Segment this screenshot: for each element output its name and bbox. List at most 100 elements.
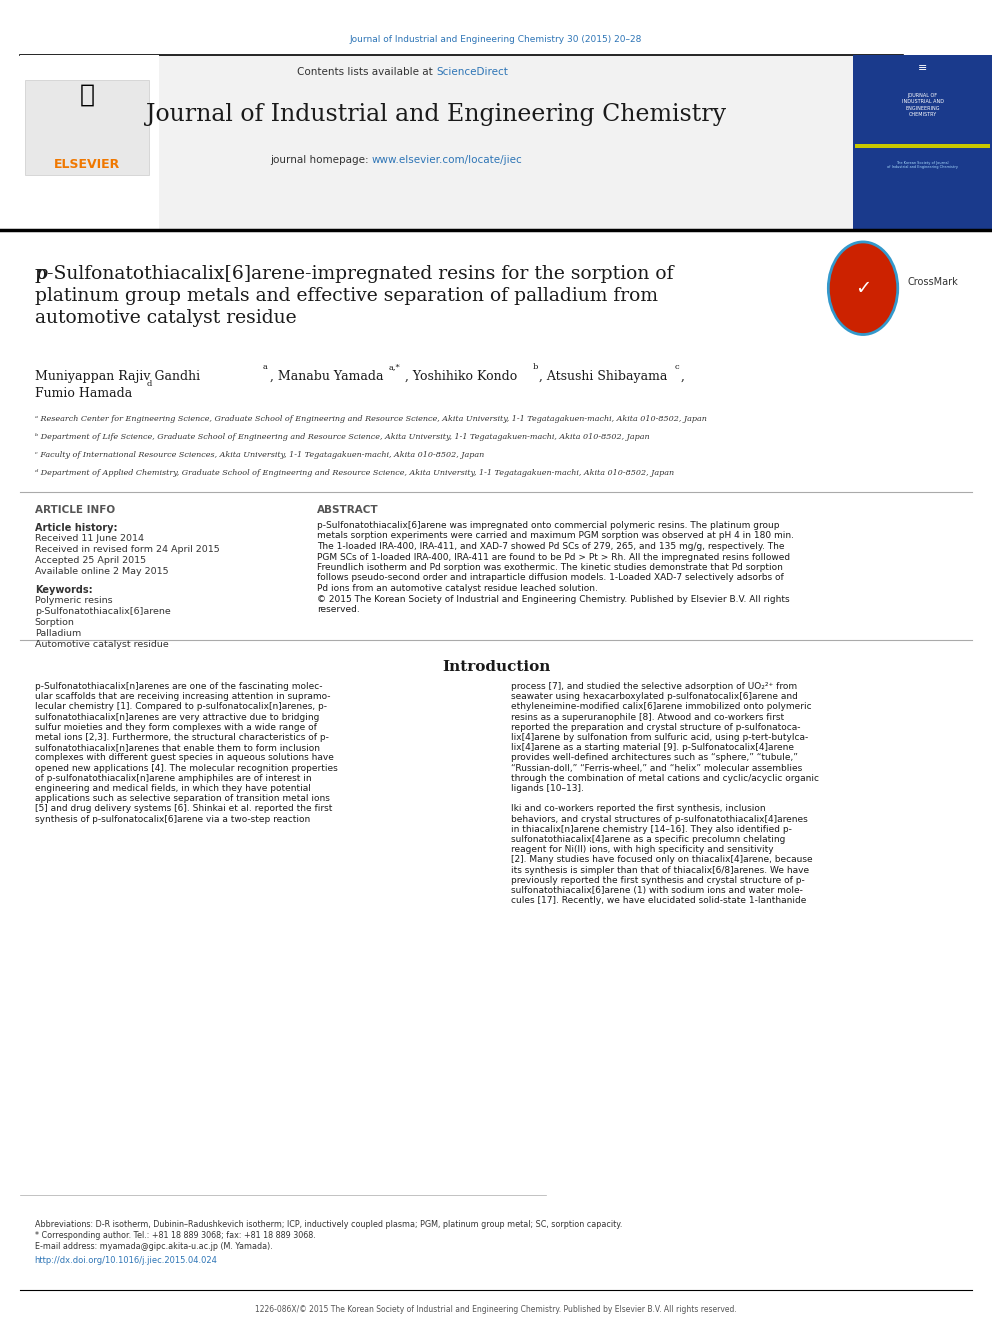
Text: [5] and drug delivery systems [6]. Shinkai et al. reported the first: [5] and drug delivery systems [6]. Shink… [35, 804, 332, 814]
Text: engineering and medical fields, in which they have potential: engineering and medical fields, in which… [35, 785, 310, 792]
Text: Polymeric resins: Polymeric resins [35, 595, 112, 605]
Text: Contents lists available at: Contents lists available at [298, 67, 436, 77]
Text: * Corresponding author. Tel.: +81 18 889 3068; fax: +81 18 889 3068.: * Corresponding author. Tel.: +81 18 889… [35, 1230, 315, 1240]
Text: complexes with different guest species in aqueous solutions have: complexes with different guest species i… [35, 753, 333, 762]
Text: seawater using hexacarboxylated p-sulfonatocalix[6]arene and: seawater using hexacarboxylated p-sulfon… [511, 692, 798, 701]
Text: metals sorption experiments were carried and maximum PGM sorption was observed a: metals sorption experiments were carried… [317, 532, 795, 541]
Text: resins as a superuranophile [8]. Atwood and co-workers first: resins as a superuranophile [8]. Atwood … [511, 713, 784, 721]
Text: Accepted 25 April 2015: Accepted 25 April 2015 [35, 556, 146, 565]
Text: behaviors, and crystal structures of p-sulfonatothiacalix[4]arenes: behaviors, and crystal structures of p-s… [511, 815, 807, 824]
Text: follows pseudo-second order and intraparticle diffusion models. 1-Loaded XAD-7 s: follows pseudo-second order and intrapar… [317, 573, 785, 582]
Text: ethyleneimine-modified calix[6]arene immobilized onto polymeric: ethyleneimine-modified calix[6]arene imm… [511, 703, 811, 712]
Text: journal homepage:: journal homepage: [270, 155, 372, 165]
Bar [20, 56, 159, 230]
Text: metal ions [2,3]. Furthermore, the structural characteristics of p-: metal ions [2,3]. Furthermore, the struc… [35, 733, 328, 742]
Text: Abbreviations: D-R isotherm, Dubinin–Radushkevich isotherm; ICP, inductively cou: Abbreviations: D-R isotherm, Dubinin–Rad… [35, 1220, 622, 1229]
Text: automotive catalyst residue: automotive catalyst residue [35, 310, 297, 327]
Text: ,: , [681, 370, 684, 382]
Text: 🌳: 🌳 [79, 83, 95, 107]
Text: ≡: ≡ [918, 64, 928, 73]
Text: sulfonatothiacalix[n]arenes are very attractive due to bridging: sulfonatothiacalix[n]arenes are very att… [35, 713, 319, 721]
Text: 1226-086X/© 2015 The Korean Society of Industrial and Engineering Chemistry. Pub: 1226-086X/© 2015 The Korean Society of I… [255, 1304, 737, 1314]
Text: sulfonatothiacalix[4]arene as a specific precolumn chelating: sulfonatothiacalix[4]arene as a specific… [511, 835, 786, 844]
Text: Article history:: Article history: [35, 523, 117, 533]
Text: lix[4]arene as a starting material [9]. p-Sulfonatocalix[4]arene: lix[4]arene as a starting material [9]. … [511, 744, 794, 753]
Text: ligands [10–13].: ligands [10–13]. [511, 785, 583, 792]
Text: [2]. Many studies have focused only on thiacalix[4]arene, because: [2]. Many studies have focused only on t… [511, 856, 812, 864]
Text: ✓: ✓ [855, 279, 871, 298]
Text: © 2015 The Korean Society of Industrial and Engineering Chemistry. Published by : © 2015 The Korean Society of Industrial … [317, 594, 790, 603]
Text: process [7], and studied the selective adsorption of UO₂²⁺ from: process [7], and studied the selective a… [511, 681, 797, 691]
Text: , Manabu Yamada: , Manabu Yamada [270, 370, 383, 382]
Text: cules [17]. Recently, we have elucidated solid-state 1-lanthanide: cules [17]. Recently, we have elucidated… [511, 896, 806, 905]
Text: “Russian-doll,” “Ferris-wheel,” and “helix” molecular assemblies: “Russian-doll,” “Ferris-wheel,” and “hel… [511, 763, 803, 773]
Text: its synthesis is simpler than that of thiacalix[6/8]arenes. We have: its synthesis is simpler than that of th… [511, 865, 809, 875]
Text: PGM SCs of 1-loaded IRA-400, IRA-411 are found to be Pd > Pt > Rh. All the impre: PGM SCs of 1-loaded IRA-400, IRA-411 are… [317, 553, 791, 561]
FancyBboxPatch shape [20, 56, 903, 230]
Text: reagent for Ni(II) ions, with high specificity and sensitivity: reagent for Ni(II) ions, with high speci… [511, 845, 774, 855]
Text: opened new applications [4]. The molecular recognition properties: opened new applications [4]. The molecul… [35, 763, 337, 773]
Text: reported the preparation and crystal structure of p-sulfonatoca-: reported the preparation and crystal str… [511, 722, 801, 732]
Text: c: c [675, 364, 680, 372]
Text: Palladium: Palladium [35, 628, 81, 638]
Text: sulfonatothiacalix[n]arenes that enable them to form inclusion: sulfonatothiacalix[n]arenes that enable … [35, 744, 319, 753]
Text: ScienceDirect: ScienceDirect [436, 67, 508, 77]
Text: Keywords:: Keywords: [35, 585, 92, 595]
Text: lecular chemistry [1]. Compared to p-sulfonatocalix[n]arenes, p-: lecular chemistry [1]. Compared to p-sul… [35, 703, 326, 712]
Text: www.elsevier.com/locate/jiec: www.elsevier.com/locate/jiec [372, 155, 523, 165]
Text: provides well-defined architectures such as “sphere,” “tubule,”: provides well-defined architectures such… [511, 753, 798, 762]
Text: , Yoshihiko Kondo: , Yoshihiko Kondo [405, 370, 517, 382]
Bar [25, 79, 149, 175]
Text: ELSEVIER: ELSEVIER [55, 159, 120, 172]
Text: , Atsushi Shibayama: , Atsushi Shibayama [539, 370, 667, 382]
Text: ABSTRACT: ABSTRACT [317, 505, 379, 515]
Text: p: p [35, 265, 47, 283]
Text: JOURNAL OF
INDUSTRIAL AND
ENGINEERING
CHEMISTRY: JOURNAL OF INDUSTRIAL AND ENGINEERING CH… [902, 93, 943, 118]
Circle shape [828, 242, 898, 335]
Text: Available online 2 May 2015: Available online 2 May 2015 [35, 568, 169, 576]
Text: ARTICLE INFO: ARTICLE INFO [35, 505, 115, 515]
Text: ᵇ Department of Life Science, Graduate School of Engineering and Resource Scienc: ᵇ Department of Life Science, Graduate S… [35, 433, 650, 441]
Text: sulfonatothiacalix[6]arene (1) with sodium ions and water mole-: sulfonatothiacalix[6]arene (1) with sodi… [511, 886, 803, 894]
Text: sulfur moieties and they form complexes with a wide range of: sulfur moieties and they form complexes … [35, 722, 316, 732]
Text: p-Sulfonatothiacalix[6]arene was impregnated onto commercial polymeric resins. T: p-Sulfonatothiacalix[6]arene was impregn… [317, 521, 780, 531]
Bar [853, 56, 992, 230]
Text: Muniyappan Rajiv Gandhi: Muniyappan Rajiv Gandhi [35, 370, 199, 382]
Text: Fumio Hamada: Fumio Hamada [35, 388, 132, 400]
Text: CrossMark: CrossMark [908, 277, 958, 287]
Text: p-Sulfonatothiacalix[6]arene-impregnated resins for the sorption of: p-Sulfonatothiacalix[6]arene-impregnated… [35, 265, 674, 283]
Text: Journal of Industrial and Engineering Chemistry 30 (2015) 20–28: Journal of Industrial and Engineering Ch… [350, 34, 642, 44]
Text: E-mail address: myamada@gipc.akita-u.ac.jp (M. Yamada).: E-mail address: myamada@gipc.akita-u.ac.… [35, 1242, 273, 1252]
Text: Received 11 June 2014: Received 11 June 2014 [35, 534, 144, 542]
Text: Introduction: Introduction [441, 660, 551, 673]
Text: previously reported the first synthesis and crystal structure of p-: previously reported the first synthesis … [511, 876, 805, 885]
Text: Received in revised form 24 April 2015: Received in revised form 24 April 2015 [35, 545, 219, 554]
Text: Journal of Industrial and Engineering Chemistry: Journal of Industrial and Engineering Ch… [147, 103, 726, 127]
Text: lix[4]arene by sulfonation from sulfuric acid, using p-tert-butylca-: lix[4]arene by sulfonation from sulfuric… [511, 733, 808, 742]
Text: through the combination of metal cations and cyclic/acyclic organic: through the combination of metal cations… [511, 774, 818, 783]
Text: Sorption: Sorption [35, 618, 74, 627]
Text: d: d [147, 381, 152, 389]
Text: synthesis of p-sulfonatocalix[6]arene via a two-step reaction: synthesis of p-sulfonatocalix[6]arene vi… [35, 815, 310, 824]
Text: ᶜ Faculty of International Resource Sciences, Akita University, 1-1 Tegatagakuen: ᶜ Faculty of International Resource Scie… [35, 451, 484, 459]
Text: b: b [533, 364, 538, 372]
Text: p-Sulfonatothiacalix[6]arene: p-Sulfonatothiacalix[6]arene [35, 607, 171, 617]
Text: The 1-loaded IRA-400, IRA-411, and XAD-7 showed Pd SCs of 279, 265, and 135 mg/g: The 1-loaded IRA-400, IRA-411, and XAD-7… [317, 542, 785, 550]
Text: p-Sulfonatothiacalix[n]arenes are one of the fascinating molec-: p-Sulfonatothiacalix[n]arenes are one of… [35, 681, 322, 691]
Text: Automotive catalyst residue: Automotive catalyst residue [35, 640, 169, 650]
Bar [855, 144, 990, 148]
Text: ular scaffolds that are receiving increasing attention in supramo-: ular scaffolds that are receiving increa… [35, 692, 330, 701]
Text: ᵃ Research Center for Engineering Science, Graduate School of Engineering and Re: ᵃ Research Center for Engineering Scienc… [35, 415, 706, 423]
Text: of p-sulfonatothiacalix[n]arene amphiphiles are of interest in: of p-sulfonatothiacalix[n]arene amphiphi… [35, 774, 311, 783]
Text: applications such as selective separation of transition metal ions: applications such as selective separatio… [35, 794, 329, 803]
Text: ᵈ Department of Applied Chemistry, Graduate School of Engineering and Resource S: ᵈ Department of Applied Chemistry, Gradu… [35, 468, 674, 478]
Text: Freundlich isotherm and Pd sorption was exothermic. The kinetic studies demonstr: Freundlich isotherm and Pd sorption was … [317, 564, 784, 572]
Text: http://dx.doi.org/10.1016/j.jiec.2015.04.024: http://dx.doi.org/10.1016/j.jiec.2015.04… [35, 1256, 217, 1265]
Text: Pd ions from an automotive catalyst residue leached solution.: Pd ions from an automotive catalyst resi… [317, 583, 598, 593]
Text: Iki and co-workers reported the first synthesis, inclusion: Iki and co-workers reported the first sy… [511, 804, 766, 814]
Text: The Korean Society of Journal
of Industrial and Engineering Chemistry: The Korean Society of Journal of Industr… [887, 160, 958, 169]
Text: reserved.: reserved. [317, 605, 360, 614]
Text: platinum group metals and effective separation of palladium from: platinum group metals and effective sepa… [35, 287, 658, 306]
Text: a,*: a,* [389, 364, 401, 372]
Text: a: a [263, 364, 268, 372]
